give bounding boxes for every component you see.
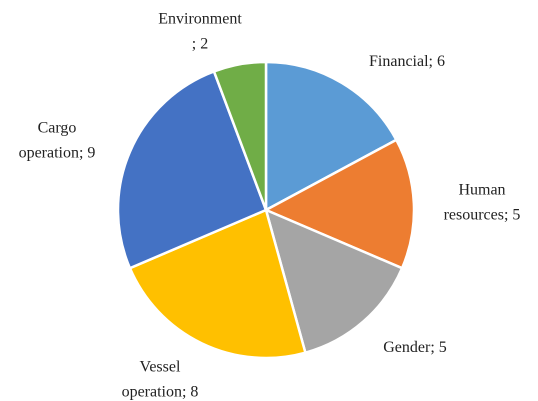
slice-label-line: Environment [158,10,242,27]
slice-label-line: ; 2 [192,35,208,52]
slice-label: Cargo operation; 9 [19,119,96,161]
pie-slice [264,60,399,213]
slice-label-line: Vessel [140,358,181,375]
slice-label-line: Cargo [38,119,77,136]
slice-label: Gender; 5 [383,339,447,356]
slice-label-line: Gender; 5 [383,339,447,356]
slice-label-line: Financial; 6 [369,53,445,70]
pie-slice [128,208,307,360]
pie-slice [264,207,404,355]
slice-label: Environment ; 2 [158,10,242,52]
slice-label: Vessel operation; 8 [122,358,199,400]
slice-label: Financial; 6 [369,53,445,70]
slice-label-line: resources; 5 [444,206,521,223]
pie-slice [212,60,268,211]
slice-label: Human resources; 5 [444,181,521,223]
slice-label-line: Human [458,181,505,198]
slice-label-line: operation; 9 [19,144,96,161]
pie-slice [263,138,416,270]
pie-slice [116,69,268,270]
slice-label-line: operation; 8 [122,383,199,400]
